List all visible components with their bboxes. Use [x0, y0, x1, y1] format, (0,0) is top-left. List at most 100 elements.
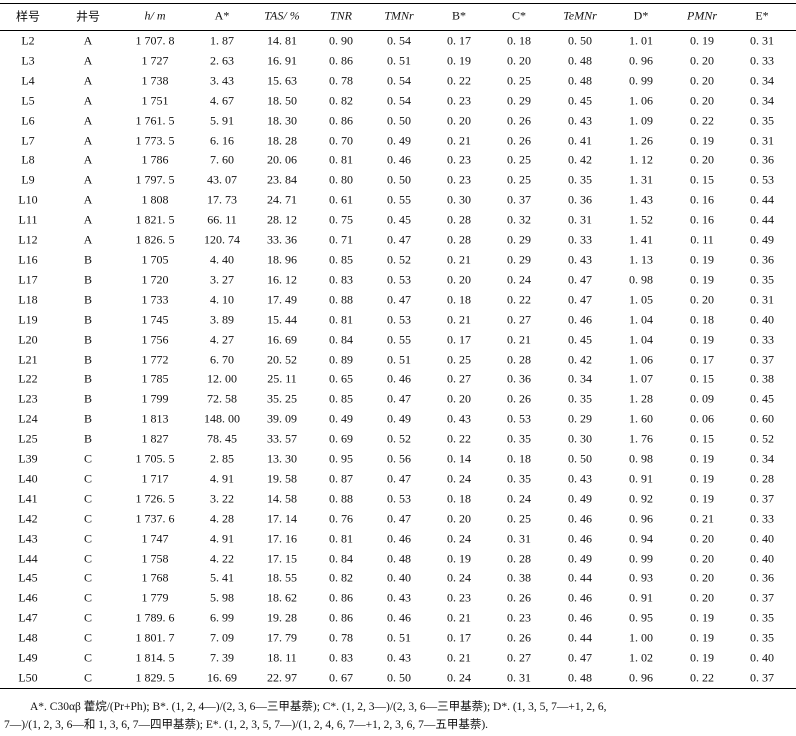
table-cell: 0. 36	[750, 152, 774, 167]
table-cell: 0. 28	[750, 471, 774, 486]
table-cell: 0. 50	[387, 670, 411, 685]
table-cell: 0. 35	[750, 630, 774, 645]
table-cell: L21	[18, 352, 38, 366]
header-cell: A*	[214, 8, 230, 23]
table-cell: 4. 91	[210, 531, 234, 546]
table-cell: 0. 99	[629, 73, 653, 88]
table-cell: 18. 55	[267, 570, 297, 585]
table-cell: 0. 45	[568, 93, 592, 108]
table-cell: A	[83, 212, 93, 227]
table-cell: 35. 25	[267, 391, 297, 406]
table-cell: 0. 26	[507, 391, 531, 406]
table-cell: 0. 46	[387, 152, 411, 167]
table-cell: 0. 35	[568, 391, 592, 406]
table-cell: 1 789. 6	[135, 610, 175, 625]
table-cell: 1. 26	[629, 133, 653, 148]
footnote: A*. C30αβ 藿烷/(Pr+Ph); B*. (1, 2, 4—)/(2,…	[30, 701, 607, 713]
table-cell: 0. 20	[690, 531, 714, 546]
table-cell: 0. 24	[447, 570, 471, 585]
table-cell: 0. 46	[387, 371, 411, 386]
table-cell: 0. 95	[329, 451, 353, 466]
header-cell: D*	[633, 8, 649, 23]
table-cell: 0. 96	[629, 670, 653, 685]
table-cell: 24. 71	[267, 192, 297, 207]
table-cell: 0. 38	[750, 371, 774, 386]
table-cell: 0. 30	[568, 431, 592, 446]
table-cell: 33. 57	[267, 431, 297, 446]
table-cell: 0. 91	[629, 590, 653, 605]
table-cell: 4. 91	[210, 471, 234, 486]
table-cell: 0. 20	[690, 551, 714, 566]
table-cell: 3. 27	[210, 272, 234, 287]
table-cell: C	[83, 570, 93, 585]
table-cell: 0. 91	[629, 471, 653, 486]
table-cell: 0. 98	[629, 451, 653, 466]
table-cell: 0. 41	[568, 133, 592, 148]
table-cell: 0. 53	[750, 172, 774, 187]
table-cell: 0. 44	[750, 212, 774, 227]
table-cell: 0. 27	[507, 650, 531, 665]
table-cell: 0. 23	[507, 610, 531, 625]
table-cell: L39	[18, 451, 38, 466]
top-rule	[0, 3, 796, 5]
table-cell: 1 727	[141, 53, 169, 68]
table-cell: 0. 22	[447, 431, 471, 446]
table-cell: 0. 20	[690, 570, 714, 585]
table-cell: 0. 36	[750, 570, 774, 585]
table-cell: B	[83, 371, 93, 386]
table-cell: 0. 67	[329, 670, 353, 685]
table-cell: 0. 93	[629, 570, 653, 585]
table-cell: 14. 58	[267, 491, 297, 506]
table-cell: 0. 19	[690, 650, 714, 665]
table-cell: 0. 82	[329, 570, 353, 585]
table-cell: 0. 36	[750, 252, 774, 267]
table-cell: 0. 22	[690, 113, 714, 128]
table-cell: L46	[18, 590, 38, 605]
table-cell: 1 705	[141, 252, 169, 267]
header-cell: C*	[511, 8, 527, 23]
table-cell: 1 813	[141, 411, 169, 426]
table-cell: L10	[18, 192, 38, 207]
table-cell: 1 829. 5	[135, 670, 175, 685]
table-cell: L24	[18, 411, 38, 426]
table-cell: 0. 28	[447, 212, 471, 227]
table-cell: 0. 18	[690, 312, 714, 327]
table-cell: 1 717	[141, 471, 169, 486]
table-cell: 28. 12	[267, 212, 297, 227]
table-cell: L11	[18, 212, 38, 227]
table-cell: B	[83, 431, 93, 446]
table-cell: 0. 19	[690, 630, 714, 645]
table-cell: 0. 25	[447, 352, 471, 366]
table-cell: 1. 60	[629, 411, 653, 426]
table-cell: 0. 35	[750, 272, 774, 287]
table-cell: 0. 36	[507, 371, 531, 386]
table-cell: 4. 10	[210, 292, 234, 307]
table-cell: 0. 14	[447, 451, 471, 466]
table-cell: 0. 19	[690, 332, 714, 347]
table-cell: 43. 07	[207, 172, 237, 187]
table-cell: 0. 78	[329, 630, 353, 645]
table-cell: 0. 28	[447, 232, 471, 247]
table-cell: 0. 55	[387, 332, 411, 347]
table-cell: 0. 50	[387, 172, 411, 187]
table-cell: 0. 43	[447, 411, 471, 426]
table-cell: 1. 12	[629, 152, 653, 167]
header-cell: TMNr	[384, 8, 414, 23]
table-cell: L41	[18, 491, 38, 506]
table-cell: 4. 27	[210, 332, 234, 347]
table-cell: 0. 61	[329, 192, 353, 207]
header-cell: TAS/ %	[264, 8, 300, 23]
table-cell: 16. 69	[207, 670, 237, 685]
table-cell: B	[83, 312, 93, 327]
table-cell: 0. 53	[387, 491, 411, 506]
table-cell: C	[83, 471, 93, 486]
table-cell: 0. 46	[387, 610, 411, 625]
table-cell: 1 799	[141, 391, 169, 406]
table-cell: 0. 24	[447, 531, 471, 546]
table-cell: 0. 31	[750, 292, 774, 307]
table-cell: 1. 87	[210, 33, 234, 48]
table-cell: 0. 37	[507, 192, 531, 207]
table-cell: 1. 28	[629, 391, 653, 406]
table-cell: C	[83, 590, 93, 605]
table-cell: 1. 04	[629, 332, 653, 347]
